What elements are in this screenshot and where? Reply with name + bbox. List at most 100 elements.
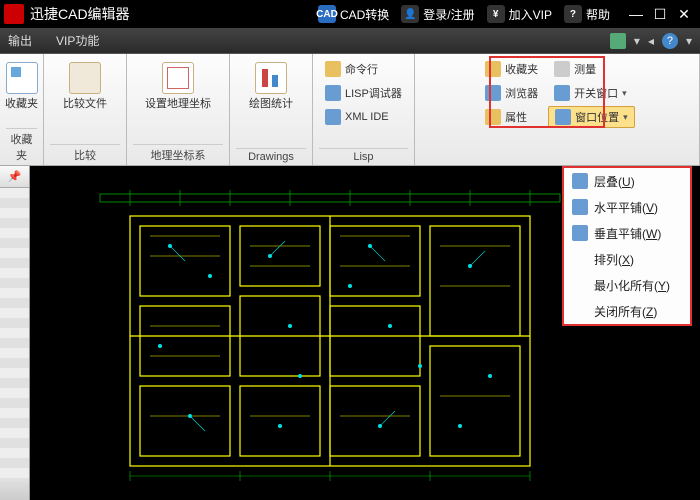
window-position-dropdown: 层叠(U) 水平平铺(V) 垂直平铺(W) 排列(X) 最小化所有(Y) 关闭所… — [562, 166, 692, 326]
maximize-button[interactable]: ☐ — [648, 4, 672, 24]
cad-drawing — [90, 176, 570, 496]
browser-icon — [485, 85, 501, 101]
tile-h-label: 水平平铺(V) — [594, 199, 658, 216]
cad-icon: CAD — [318, 5, 336, 23]
group-compare-label: 比较 — [50, 144, 120, 165]
stats-icon — [255, 62, 287, 94]
measure-button[interactable]: 测量 — [548, 58, 635, 80]
pin-icon: 📌 — [8, 170, 22, 183]
fav-sm-label: 收藏夹 — [505, 61, 538, 77]
cmdline-label: 命令行 — [345, 61, 378, 77]
left-panel: 📌 — [0, 166, 30, 500]
blank-icon-3 — [572, 303, 588, 319]
geo-icon — [162, 62, 194, 94]
tile-v-label: 垂直平铺(W) — [594, 225, 661, 242]
dropdown-close-all[interactable]: 关闭所有(Z) — [564, 298, 690, 324]
blank-icon-2 — [572, 277, 588, 293]
winpos-icon — [555, 109, 571, 125]
cad-convert-button[interactable]: CAD CAD转换 — [318, 5, 389, 23]
title-bar: 迅捷CAD编辑器 CAD CAD转换 👤 登录/注册 ¥ 加入VIP ? 帮助 … — [0, 0, 700, 28]
tile-h-icon — [572, 199, 588, 215]
style-icon[interactable] — [610, 33, 626, 49]
yen-icon: ¥ — [487, 5, 505, 23]
cad-convert-label: CAD转换 — [340, 6, 389, 23]
cascade-icon — [572, 173, 588, 189]
stats-label: 绘图统计 — [249, 98, 293, 111]
properties-button[interactable]: 属性 — [479, 106, 544, 128]
favorites-button[interactable]: 收藏夹 — [2, 58, 42, 115]
favorites-icon — [6, 62, 38, 94]
panel-tab[interactable]: 📌 — [0, 166, 29, 188]
measure-icon — [554, 61, 570, 77]
favorites-sm-button[interactable]: 收藏夹 — [479, 58, 544, 80]
caret-down-icon: ▾ — [623, 112, 628, 123]
lisp-label: LISP调试器 — [345, 85, 402, 101]
login-label: 登录/注册 — [423, 6, 474, 23]
lisp-debugger-button[interactable]: LISP调试器 — [319, 82, 408, 104]
props-icon — [485, 109, 501, 125]
question-icon: ? — [564, 5, 582, 23]
geo-coord-button[interactable]: 设置地理坐标 — [133, 58, 223, 115]
ribbon-toolbar: 收藏夹 收藏夹 比较文件 比较 设置地理坐标 地理坐标系 绘图统计 — [0, 54, 700, 166]
workspace: 📌 — [0, 166, 700, 500]
closeall-label: 关闭所有(Z) — [594, 303, 657, 320]
help-label: 帮助 — [586, 6, 610, 23]
close-button[interactable]: ✕ — [672, 4, 696, 24]
panel-body[interactable] — [0, 188, 29, 482]
back-icon[interactable]: ◂ — [648, 34, 654, 48]
toggle-window-label: 开关窗口 — [574, 85, 618, 101]
help-button[interactable]: ? 帮助 — [564, 5, 610, 23]
compare-label: 比较文件 — [63, 98, 107, 111]
favorites-label: 收藏夹 — [5, 98, 38, 111]
group-favorites-label: 收藏夹 — [6, 128, 37, 165]
geo-label: 设置地理坐标 — [145, 98, 211, 111]
caret-icon: ▾ — [622, 88, 627, 99]
browser-label: 浏览器 — [505, 85, 538, 101]
compare-files-button[interactable]: 比较文件 — [50, 58, 120, 115]
xml-label: XML IDE — [345, 111, 389, 123]
dropdown-tile-horizontal[interactable]: 水平平铺(V) — [564, 194, 690, 220]
arrange-label: 排列(X) — [594, 251, 634, 268]
dropdown-cascade[interactable]: 层叠(U) — [564, 168, 690, 194]
star-icon — [485, 61, 501, 77]
menu-vip[interactable]: VIP功能 — [56, 32, 99, 49]
group-drawings-label: Drawings — [236, 148, 306, 165]
login-button[interactable]: 👤 登录/注册 — [401, 5, 474, 23]
xml-icon — [325, 109, 341, 125]
cascade-label: 层叠(U) — [594, 173, 635, 190]
drawing-canvas[interactable]: 层叠(U) 水平平铺(V) 垂直平铺(W) 排列(X) 最小化所有(Y) 关闭所… — [30, 166, 700, 500]
compare-icon — [69, 62, 101, 94]
app-logo-icon — [4, 4, 24, 24]
window-position-label: 窗口位置 — [575, 109, 619, 125]
window-position-button[interactable]: 窗口位置 ▾ — [548, 106, 635, 128]
minall-label: 最小化所有(Y) — [594, 277, 670, 294]
app-title: 迅捷CAD编辑器 — [30, 4, 130, 24]
group-lisp-label: Lisp — [319, 148, 408, 165]
vip-label: 加入VIP — [509, 6, 552, 23]
menu-bar: 输出 VIP功能 ▾ ◂ ? ▾ — [0, 28, 700, 54]
expand-icon[interactable]: ▾ — [686, 34, 692, 48]
xml-ide-button[interactable]: XML IDE — [319, 106, 408, 128]
dropdown-tile-vertical[interactable]: 垂直平铺(W) — [564, 220, 690, 246]
dropdown-caret-icon[interactable]: ▾ — [634, 34, 640, 48]
command-line-button[interactable]: 命令行 — [319, 58, 408, 80]
browser-button[interactable]: 浏览器 — [479, 82, 544, 104]
vip-button[interactable]: ¥ 加入VIP — [487, 5, 552, 23]
menu-output[interactable]: 输出 — [8, 32, 32, 49]
group-geo-label: 地理坐标系 — [133, 144, 223, 165]
measure-label: 测量 — [574, 61, 596, 77]
help-circle-icon[interactable]: ? — [662, 33, 678, 49]
minimize-button[interactable]: — — [624, 4, 648, 24]
dropdown-arrange[interactable]: 排列(X) — [564, 246, 690, 272]
user-icon: 👤 — [401, 5, 419, 23]
windows-icon — [554, 85, 570, 101]
panel-footer — [0, 482, 29, 500]
blank-icon — [572, 251, 588, 267]
cmdline-icon — [325, 61, 341, 77]
toggle-window-button[interactable]: 开关窗口 ▾ — [548, 82, 635, 104]
props-label: 属性 — [505, 109, 527, 125]
lisp-icon — [325, 85, 341, 101]
tile-v-icon — [572, 225, 588, 241]
drawing-stats-button[interactable]: 绘图统计 — [236, 58, 306, 115]
dropdown-minimize-all[interactable]: 最小化所有(Y) — [564, 272, 690, 298]
